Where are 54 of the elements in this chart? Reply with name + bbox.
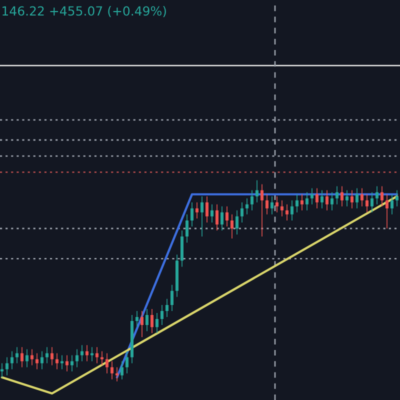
candlestick — [116, 367, 118, 382]
candlestick — [350, 190, 354, 208]
candlestick — [230, 214, 234, 239]
candlestick — [140, 310, 144, 338]
candlestick — [280, 200, 284, 216]
candlestick — [60, 355, 64, 370]
candlestick — [110, 361, 114, 380]
candlestick — [260, 184, 264, 237]
candlestick — [80, 345, 84, 362]
candlestick — [86, 345, 88, 362]
candlestick — [210, 204, 214, 222]
candlestick — [166, 298, 168, 318]
candlestick — [90, 347, 94, 362]
candlestick — [360, 188, 364, 206]
candlestick — [66, 355, 68, 372]
candlestick — [196, 202, 198, 218]
candlestick — [386, 194, 388, 228]
candlestick — [136, 310, 138, 328]
candlestick — [300, 194, 304, 210]
candlestick — [200, 196, 204, 237]
candlestick — [50, 347, 54, 366]
candlestick — [296, 194, 298, 212]
candlestick — [36, 353, 38, 370]
candlestick — [346, 190, 348, 206]
text: 146.22 +455.07 (+0.49%) — [2, 6, 166, 18]
candlestick — [376, 186, 378, 204]
candlestick — [0, 363, 4, 378]
candlestick — [256, 180, 258, 202]
candlestick — [96, 347, 98, 364]
candlestick — [286, 204, 288, 220]
candlestick — [246, 198, 248, 214]
candlestick — [330, 192, 334, 210]
candlestick — [26, 349, 28, 368]
candlestick — [6, 357, 8, 376]
candlestick — [10, 351, 14, 370]
candlestick — [56, 353, 58, 370]
candlestick — [16, 347, 18, 364]
candlestick — [366, 194, 368, 212]
candlestick — [106, 353, 108, 374]
candlestick — [270, 196, 274, 214]
candlestick — [276, 196, 278, 212]
candlestick — [46, 347, 48, 364]
candlestick — [70, 355, 74, 372]
candlestick — [310, 188, 314, 204]
candlestick — [306, 192, 308, 210]
candlestick — [336, 186, 338, 204]
candlestick — [76, 349, 78, 368]
candlestick — [320, 190, 324, 208]
candlestick — [20, 347, 24, 368]
candlestick — [100, 351, 104, 366]
candlestick — [30, 349, 34, 366]
candlestick — [40, 351, 44, 370]
candlestick — [126, 351, 128, 374]
candlestick — [396, 190, 398, 206]
